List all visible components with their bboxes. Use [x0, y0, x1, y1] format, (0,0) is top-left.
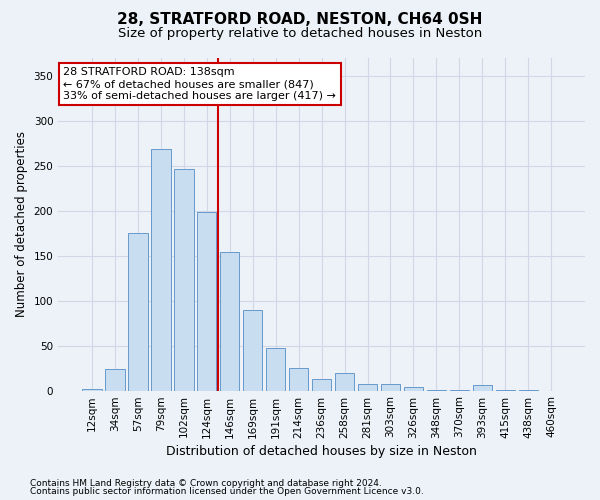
- Bar: [128, 233, 148, 390]
- Text: Contains HM Land Registry data © Crown copyright and database right 2024.: Contains HM Land Registry data © Crown c…: [30, 478, 382, 488]
- Bar: [197, 212, 217, 390]
- Text: Size of property relative to detached houses in Neston: Size of property relative to detached ho…: [118, 28, 482, 40]
- Bar: [266, 348, 286, 391]
- Text: 28 STRATFORD ROAD: 138sqm
← 67% of detached houses are smaller (847)
33% of semi: 28 STRATFORD ROAD: 138sqm ← 67% of detac…: [64, 68, 337, 100]
- Bar: [105, 369, 125, 390]
- Bar: [220, 252, 239, 390]
- Bar: [174, 169, 194, 390]
- Bar: [404, 387, 423, 390]
- Bar: [381, 384, 400, 390]
- Y-axis label: Number of detached properties: Number of detached properties: [15, 131, 28, 317]
- Bar: [289, 368, 308, 390]
- Text: 28, STRATFORD ROAD, NESTON, CH64 0SH: 28, STRATFORD ROAD, NESTON, CH64 0SH: [118, 12, 482, 28]
- Bar: [358, 384, 377, 390]
- Bar: [82, 389, 101, 390]
- Bar: [335, 372, 355, 390]
- Text: Contains public sector information licensed under the Open Government Licence v3: Contains public sector information licen…: [30, 487, 424, 496]
- Bar: [151, 150, 170, 390]
- X-axis label: Distribution of detached houses by size in Neston: Distribution of detached houses by size …: [166, 444, 477, 458]
- Bar: [243, 310, 262, 390]
- Bar: [312, 379, 331, 390]
- Bar: [473, 385, 492, 390]
